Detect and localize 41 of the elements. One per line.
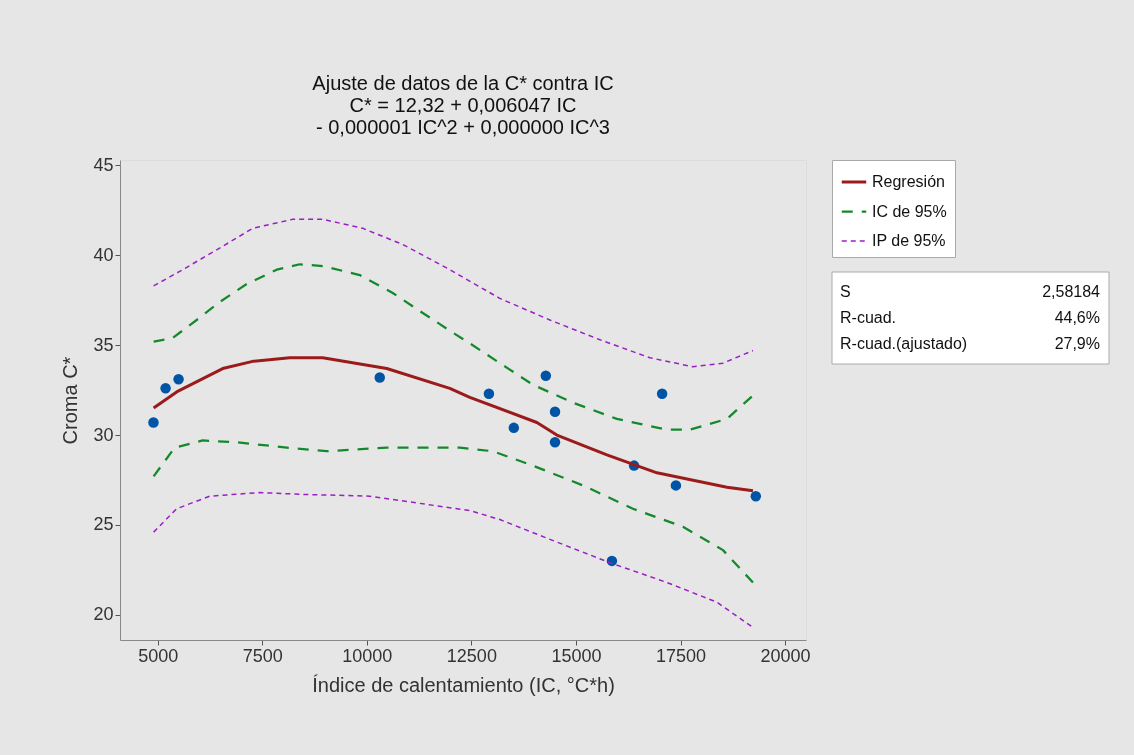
y-tick-label: 20 bbox=[93, 604, 114, 625]
point bbox=[148, 417, 159, 428]
y-tick-label: 45 bbox=[93, 154, 114, 175]
point bbox=[670, 480, 682, 491]
point bbox=[656, 388, 668, 399]
text: 2,58184 bbox=[1042, 283, 1101, 300]
text: R-cuad. bbox=[840, 309, 897, 326]
y-tick-label: 25 bbox=[93, 514, 114, 535]
x-tick-label: 12500 bbox=[446, 645, 497, 666]
text: 27,9% bbox=[1054, 335, 1100, 352]
point bbox=[549, 406, 561, 417]
y-axis-title: Croma C* bbox=[59, 356, 82, 445]
point bbox=[160, 383, 171, 394]
chart-title: Ajuste de datos de la C* contra IC C* = 12,32 + 0,006047 IC - 0,000001 IC^2 + 0,000000 IC^3 bbox=[312, 72, 614, 139]
y-tick-label: 40 bbox=[93, 244, 114, 265]
x-tick-label: 10000 bbox=[342, 645, 393, 666]
line-series bbox=[152, 439, 755, 584]
x-tick-label: 5000 bbox=[138, 645, 179, 666]
point bbox=[540, 370, 552, 381]
x-tick-label: 7500 bbox=[242, 645, 283, 666]
text: R-cuad.(ajustado) bbox=[840, 335, 968, 352]
point bbox=[374, 372, 385, 383]
text: S bbox=[840, 283, 851, 300]
line-series bbox=[152, 491, 754, 629]
y-tick-label: 35 bbox=[93, 334, 114, 355]
line-series bbox=[152, 263, 755, 431]
y-tick-label: 30 bbox=[93, 424, 114, 445]
point bbox=[508, 422, 520, 434]
text: 44,6% bbox=[1054, 309, 1100, 326]
legend-label: IP de 95% bbox=[872, 232, 946, 249]
line-series bbox=[152, 218, 754, 368]
x-axis-title: Índice de calentamiento (IC, °C*h) bbox=[312, 673, 615, 696]
x-tick-label: 20000 bbox=[760, 645, 811, 666]
legend-label: IC de 95% bbox=[872, 202, 947, 220]
point bbox=[173, 374, 184, 385]
legend-label: Regresión bbox=[872, 173, 945, 190]
point bbox=[750, 490, 762, 502]
point bbox=[483, 388, 495, 399]
point bbox=[549, 437, 561, 448]
x-tick-label: 17500 bbox=[655, 645, 707, 666]
x-tick-label: 15000 bbox=[551, 645, 602, 666]
